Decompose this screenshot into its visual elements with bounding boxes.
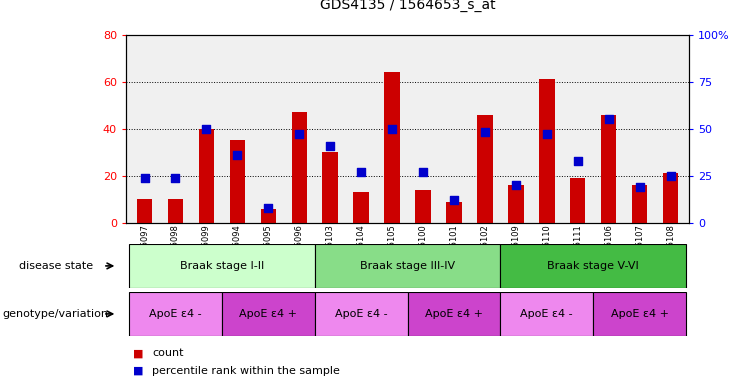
Bar [570, 178, 585, 223]
Point [572, 157, 584, 164]
Point [417, 169, 429, 175]
Bar [500, 292, 594, 336]
Point [386, 126, 398, 132]
Text: ApoE ε4 -: ApoE ε4 - [520, 309, 573, 319]
Bar [477, 114, 493, 223]
Text: GDS4135 / 1564653_s_at: GDS4135 / 1564653_s_at [319, 0, 496, 12]
Text: Braak stage III-IV: Braak stage III-IV [360, 261, 455, 271]
Bar [632, 185, 648, 223]
Point [634, 184, 645, 190]
Point [355, 169, 367, 175]
Bar [594, 292, 686, 336]
Bar [415, 190, 431, 223]
Text: Braak stage I-II: Braak stage I-II [180, 261, 264, 271]
Point [510, 182, 522, 188]
Bar [129, 292, 222, 336]
Bar [601, 114, 617, 223]
Text: ■: ■ [133, 366, 144, 376]
Point [231, 152, 243, 158]
Point [139, 174, 150, 180]
Text: Braak stage V-VI: Braak stage V-VI [548, 261, 639, 271]
Bar [230, 141, 245, 223]
Text: ApoE ε4 +: ApoE ε4 + [611, 309, 668, 319]
Point [448, 197, 460, 203]
Text: ApoE ε4 -: ApoE ε4 - [149, 309, 202, 319]
Point [262, 205, 274, 211]
Point [201, 126, 213, 132]
Bar [261, 209, 276, 223]
Bar [500, 244, 686, 288]
Bar [199, 129, 214, 223]
Text: percentile rank within the sample: percentile rank within the sample [152, 366, 340, 376]
Text: ApoE ε4 -: ApoE ε4 - [335, 309, 388, 319]
Bar [385, 72, 400, 223]
Bar [222, 292, 315, 336]
Bar [315, 292, 408, 336]
Bar [408, 292, 500, 336]
Bar [167, 199, 183, 223]
Text: genotype/variation: genotype/variation [2, 309, 109, 319]
Text: ApoE ε4 +: ApoE ε4 + [239, 309, 297, 319]
Point [665, 173, 677, 179]
Point [325, 142, 336, 149]
Point [541, 131, 553, 137]
Bar [446, 202, 462, 223]
Bar [663, 173, 678, 223]
Bar [539, 79, 554, 223]
Bar [322, 152, 338, 223]
Text: count: count [152, 348, 184, 358]
Bar [137, 199, 152, 223]
Bar [129, 244, 315, 288]
Bar [353, 192, 369, 223]
Text: ■: ■ [133, 348, 144, 358]
Point [479, 129, 491, 136]
Point [170, 174, 182, 180]
Bar [508, 185, 524, 223]
Text: disease state: disease state [19, 261, 93, 271]
Bar [315, 244, 500, 288]
Text: ApoE ε4 +: ApoE ε4 + [425, 309, 483, 319]
Point [602, 116, 614, 122]
Point [293, 131, 305, 137]
Bar [291, 112, 307, 223]
